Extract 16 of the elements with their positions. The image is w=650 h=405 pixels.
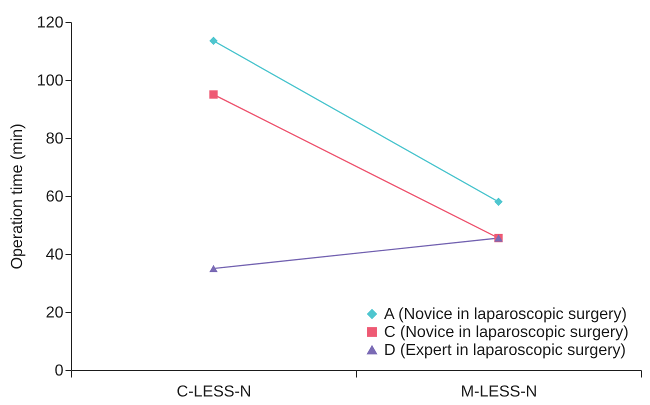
point: [209, 36, 218, 46]
y-tick-label: 40: [46, 246, 64, 264]
point: [209, 90, 218, 99]
y-tick-label: 100: [36, 72, 64, 90]
y-tick-label: 20: [46, 304, 64, 322]
y-tick-label: 0: [54, 362, 64, 380]
x-tick-label: C-LESS-N: [176, 384, 252, 400]
y-tick-label: 80: [46, 130, 64, 148]
legend-label: D (Expert in laparoscopic surgery): [384, 342, 626, 359]
y-tick-label: 60: [46, 188, 64, 206]
point: [494, 198, 503, 206]
x-tick-label: M-LESS-N: [460, 384, 538, 400]
legend-label: C (Novice in laparoscopic surgery): [384, 324, 629, 341]
legend-label: A (Novice in laparoscopic surgery): [384, 306, 627, 323]
y-axis-title: Operation time (min): [8, 124, 26, 270]
y-tick-label: 120: [36, 14, 64, 32]
